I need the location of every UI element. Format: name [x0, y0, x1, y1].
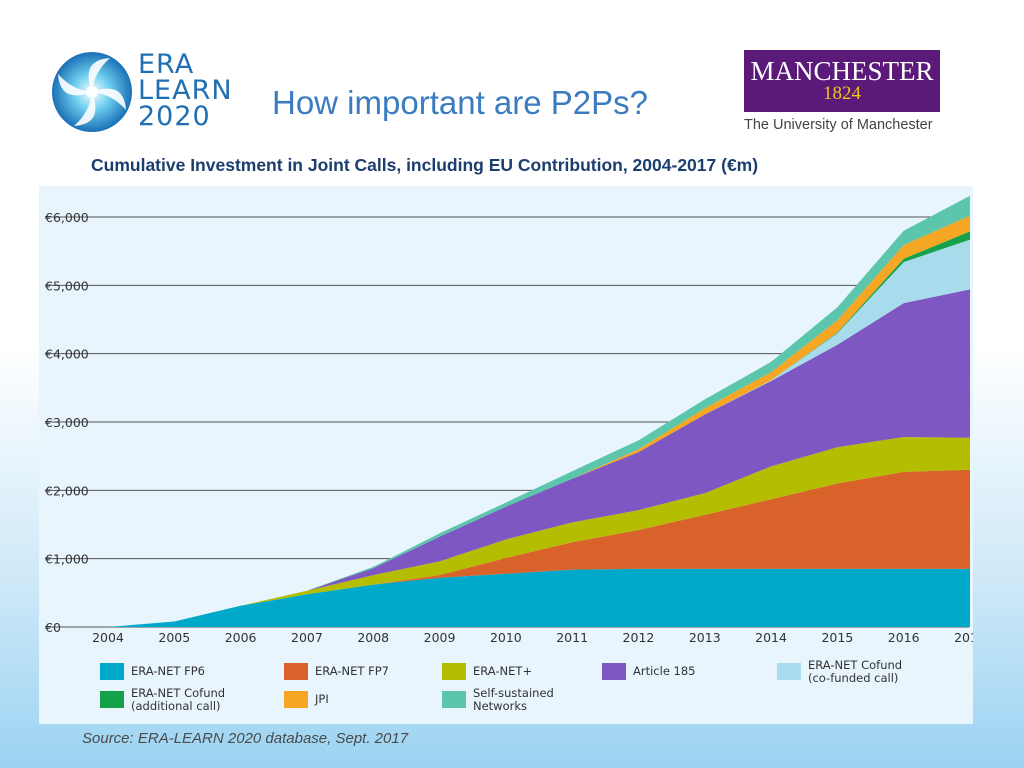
area-article-185 [108, 289, 970, 627]
x-tick-label: 2010 [490, 630, 522, 645]
x-tick-label: 2009 [424, 630, 456, 645]
legend-label: Article 185 [633, 664, 696, 678]
legend: ERA-NET FP6 ERA-NET FP7 ERA-NET+ Article 18… [100, 658, 902, 713]
legend-swatch [442, 663, 466, 680]
era-learn-line2: LEARN [138, 75, 233, 106]
legend-swatch [100, 663, 124, 680]
area-era-net-fp6 [108, 568, 970, 627]
manchester-badge: MANCHESTER 1824 [744, 50, 940, 112]
area-era-net-fp7 [108, 469, 970, 627]
legend-label: ERA-NET+ [473, 664, 532, 678]
stacked-area-chart: €0 €1,000 €2,000 €3,000 €4,000 €5,000 €6,000 2… [45, 195, 973, 713]
legend-item: ERA-NET Cofund(co-funded call) [777, 658, 902, 685]
legend-item: ERA-NET Cofund(additional call) [100, 686, 225, 713]
legend-swatch [777, 663, 801, 680]
x-tick-label: 2007 [291, 630, 323, 645]
legend-swatch [284, 663, 308, 680]
x-tick-label: 2013 [689, 630, 721, 645]
x-tick-label: 2017 [954, 630, 973, 645]
chart-title: Cumulative Investment in Joint Calls, in… [91, 155, 759, 175]
era-learn-line3: 2020 [138, 101, 211, 132]
legend-swatch [602, 663, 626, 680]
legend-label: JPI [314, 692, 329, 706]
y-tick-label: €0 [45, 620, 61, 635]
y-tick-label: €5,000 [45, 278, 89, 293]
legend-label: ERA-NET Cofund [808, 658, 902, 672]
y-tick-label: €1,000 [45, 552, 89, 567]
x-tick-label: 2008 [357, 630, 389, 645]
y-tick-label: €4,000 [45, 347, 89, 362]
y-tick-label: €2,000 [45, 483, 89, 498]
manchester-year: 1824 [823, 83, 861, 104]
x-tick-label: 2016 [888, 630, 920, 645]
legend-label: ERA-NET FP6 [131, 664, 205, 678]
page-title: How important are P2Ps? [272, 84, 649, 121]
legend-label: ERA-NET Cofund [131, 686, 225, 700]
legend-swatch [100, 691, 124, 708]
manchester-name: MANCHESTER [750, 56, 934, 86]
legend-label: Self-sustained [473, 686, 554, 700]
x-tick-label: 2014 [755, 630, 787, 645]
manchester-university-name: The University of Manchester [744, 117, 933, 133]
y-tick-label: €3,000 [45, 415, 89, 430]
legend-label: (co-funded call) [808, 671, 898, 685]
legend-item: Article 185 [602, 663, 696, 680]
area-era-net [108, 437, 970, 627]
x-tick-label: 2015 [821, 630, 853, 645]
legend-item: ERA-NET FP6 [100, 663, 205, 680]
x-tick-label: 2004 [92, 630, 124, 645]
x-tick-label: 2005 [158, 630, 190, 645]
era-learn-line1: ERA [138, 49, 195, 80]
legend-item: ERA-NET FP7 [284, 663, 389, 680]
legend-swatch [442, 691, 466, 708]
x-tick-label: 2012 [623, 630, 655, 645]
x-tick-label: 2006 [225, 630, 257, 645]
legend-label: ERA-NET FP7 [315, 664, 389, 678]
manchester-logo: MANCHESTER 1824 The University of Manche… [744, 50, 942, 133]
legend-label: Networks [473, 699, 527, 713]
legend-label: (additional call) [131, 699, 221, 713]
x-tick-label: 2011 [556, 630, 588, 645]
area-layer [108, 195, 970, 628]
axis-layer: 2004 2005 2006 2007 2008 2009 2010 2011 2012 2013… [92, 630, 973, 645]
legend-swatch [284, 691, 308, 708]
y-tick-label: €6,000 [45, 210, 89, 225]
legend-item: ERA-NET+ [442, 663, 532, 680]
chart-panel: €0 €1,000 €2,000 €3,000 €4,000 €5,000 €6,000 2… [39, 186, 973, 724]
era-learn-logo: ERA LEARN 2020 [50, 50, 250, 135]
legend-item: JPI [284, 691, 329, 708]
source-note: Source: ERA-LEARN 2020 database, Sept. 2… [82, 730, 409, 747]
era-learn-swirl-icon [52, 52, 132, 132]
era-learn-wordmark: ERA LEARN 2020 [138, 49, 233, 132]
